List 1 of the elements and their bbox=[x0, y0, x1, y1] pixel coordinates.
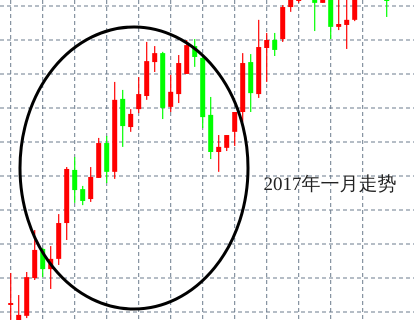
annotation: 2017年一月走势 bbox=[264, 174, 396, 195]
